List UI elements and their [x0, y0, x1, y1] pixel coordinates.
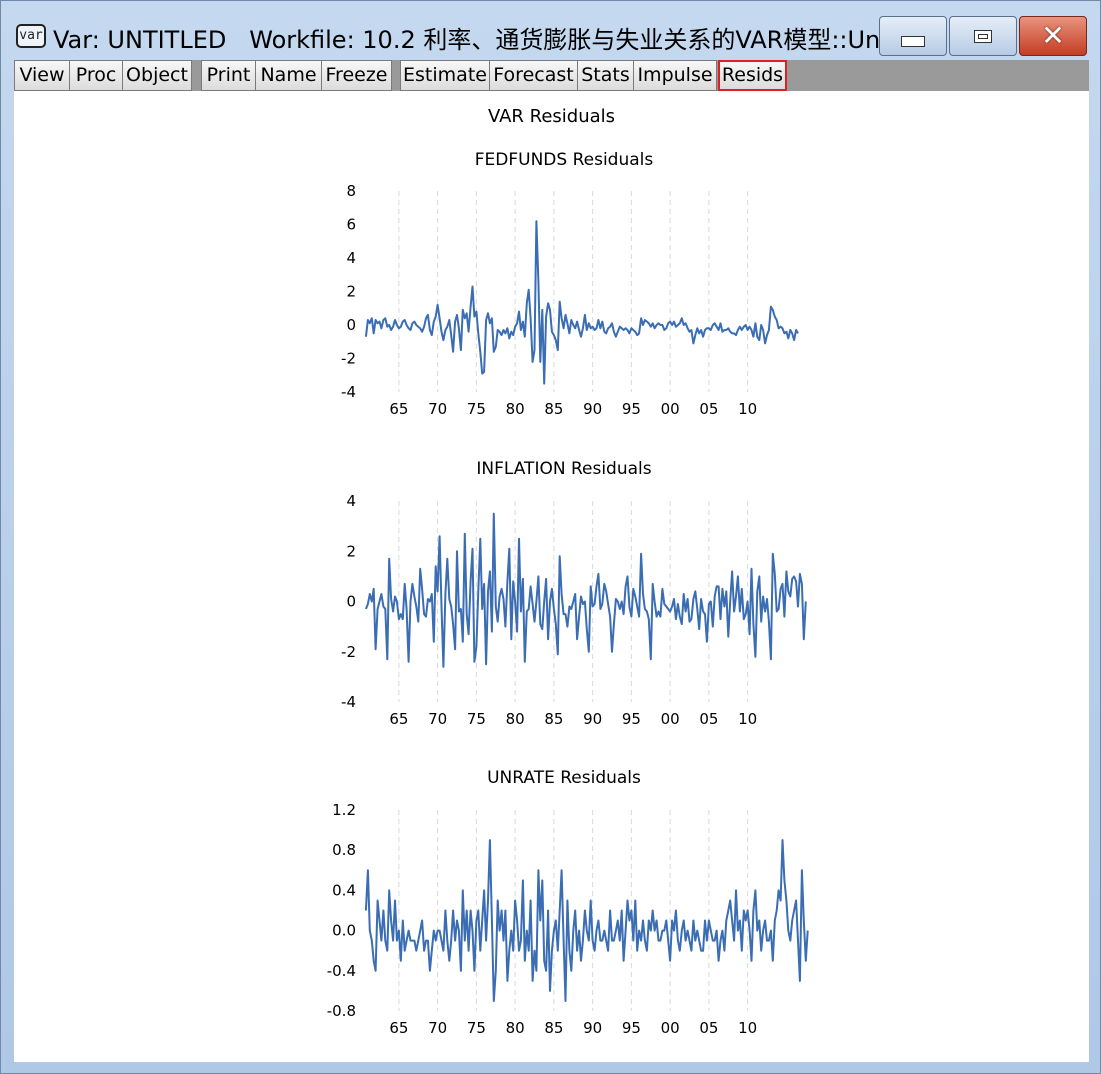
name-button[interactable]: Name [255, 60, 322, 91]
x-tick-label: 90 [583, 1019, 602, 1037]
chart-title: FEDFUNDS Residuals [475, 150, 654, 170]
proc-button[interactable]: Proc [69, 60, 123, 91]
x-tick-label: 75 [467, 1019, 486, 1037]
x-tick-label: 75 [467, 400, 486, 418]
y-tick-label: 4 [346, 249, 356, 267]
view-button[interactable]: View [14, 60, 70, 91]
chart-2: UNRATE Residuals 65 70 75 80 85 90 95 00 05 10 -0.8… [327, 768, 809, 1037]
y-tick-label: 0 [346, 593, 356, 611]
x-tick-label: 10 [738, 400, 757, 418]
x-tick-label: 65 [389, 1019, 408, 1037]
y-tick-label: 2 [346, 542, 356, 560]
y-tick-label: 1.2 [332, 801, 356, 819]
x-tick-label: 90 [583, 400, 602, 418]
x-tick-label: 10 [738, 1019, 757, 1037]
x-tick-label: 85 [544, 710, 563, 728]
print-button[interactable]: Print [201, 60, 256, 91]
x-tick-label: 90 [583, 710, 602, 728]
y-tick-label: -0.4 [327, 962, 356, 980]
toolbar: View Proc Object Print Name Freeze Estim… [14, 60, 1089, 91]
x-tick-label: 65 [389, 710, 408, 728]
x-tick-label: 95 [622, 1019, 641, 1037]
minimize-button[interactable] [879, 16, 947, 56]
chart-1: INFLATION Residuals 65 70 75 80 85 90 95 00 05 10 -… [341, 459, 807, 728]
stats-button[interactable]: Stats [577, 60, 634, 91]
minimize-icon [901, 35, 925, 47]
y-tick-label: -4 [341, 383, 356, 401]
forecast-button[interactable]: Forecast [489, 60, 578, 91]
y-tick-label: 0.4 [332, 881, 356, 899]
close-button[interactable]: ✕ [1019, 16, 1087, 56]
graph-area: VAR Residuals FEDFUNDS Residuals 65 70 75 80… [14, 91, 1089, 1062]
x-tick-label: 95 [622, 710, 641, 728]
x-tick-label: 80 [506, 1019, 525, 1037]
x-tick-label: 05 [699, 400, 718, 418]
y-tick-label: 0 [346, 316, 356, 334]
y-tick-label: -4 [341, 693, 356, 711]
chart-title: INFLATION Residuals [476, 459, 651, 479]
x-tick-label: 80 [506, 400, 525, 418]
x-tick-label: 95 [622, 400, 641, 418]
x-tick-label: 00 [661, 710, 680, 728]
y-tick-label: 0.8 [332, 841, 356, 859]
x-tick-label: 10 [738, 710, 757, 728]
graph-main-title: VAR Residuals [487, 106, 616, 127]
var-object-icon: var [16, 24, 46, 48]
window-title: Var: UNTITLED Workfile: 10.2 利率、通货膨胀与失业关… [53, 26, 879, 54]
x-tick-label: 00 [661, 1019, 680, 1037]
y-tick-label: 8 [346, 182, 356, 200]
x-tick-label: 85 [544, 400, 563, 418]
y-tick-label: 0.0 [332, 922, 356, 940]
x-tick-label: 70 [428, 1019, 447, 1037]
x-tick-label: 70 [428, 400, 447, 418]
series-line [364, 220, 799, 385]
resids-button[interactable]: Resids [718, 60, 787, 91]
x-tick-label: 80 [506, 710, 525, 728]
close-icon: ✕ [1041, 19, 1065, 52]
maximize-icon [974, 29, 992, 43]
y-tick-label: -0.8 [327, 1002, 356, 1020]
y-tick-label: 4 [346, 492, 356, 510]
impulse-button[interactable]: Impulse [633, 60, 717, 91]
x-tick-label: 05 [699, 1019, 718, 1037]
object-button[interactable]: Object [122, 60, 192, 91]
maximize-button[interactable] [949, 16, 1017, 56]
x-tick-label: 00 [661, 400, 680, 418]
chart-title: UNRATE Residuals [487, 768, 641, 788]
series-line [364, 512, 807, 668]
x-tick-label: 05 [699, 710, 718, 728]
x-tick-label: 65 [389, 400, 408, 418]
y-tick-label: 2 [346, 283, 356, 301]
estimate-button[interactable]: Estimate [400, 60, 490, 91]
y-tick-label: -2 [341, 643, 356, 661]
x-tick-label: 85 [544, 1019, 563, 1037]
x-tick-label: 70 [428, 710, 447, 728]
y-tick-label: -2 [341, 350, 356, 368]
series-line [364, 839, 809, 1002]
freeze-button[interactable]: Freeze [321, 60, 392, 91]
x-tick-label: 75 [467, 710, 486, 728]
title-bar[interactable]: var Var: UNTITLED Workfile: 10.2 利率、通货膨胀… [1, 1, 1100, 59]
y-tick-label: 6 [346, 216, 356, 234]
